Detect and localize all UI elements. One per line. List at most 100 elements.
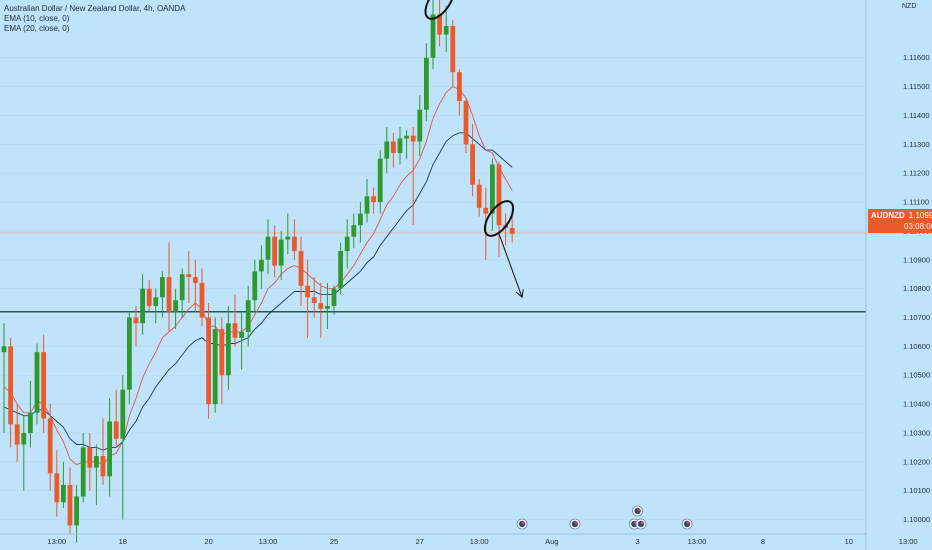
last-price-badge: AUDNZD 1.10993 03:08:06	[868, 209, 932, 233]
economic-event-icon	[632, 505, 643, 517]
candle-body	[457, 72, 462, 102]
candle-up	[377, 150, 383, 214]
economic-event-icon	[569, 518, 581, 530]
y-tick-label: 1.11500	[903, 82, 930, 91]
candle-body	[364, 196, 370, 214]
ema10-line-group	[3, 86, 513, 466]
candle-up	[331, 285, 337, 315]
candle-down	[8, 337, 13, 448]
candle-up	[94, 444, 99, 506]
event-icon-flag	[683, 520, 691, 528]
candle-body	[193, 277, 198, 283]
x-tick-label: 10	[845, 537, 853, 546]
candle-body	[371, 196, 376, 203]
candle-down	[318, 282, 324, 338]
y-tick-label: 1.10600	[903, 342, 930, 351]
badge-countdown: 03:08:06	[904, 222, 932, 231]
ema20-legend[interactable]: EMA (20, close, 0)	[4, 24, 70, 33]
x-tick-label: 13:00	[470, 537, 489, 546]
candle-up	[358, 202, 363, 243]
candle-body	[54, 473, 60, 503]
candle-down	[146, 279, 152, 312]
candle-body	[28, 412, 33, 433]
candle-body	[476, 184, 482, 208]
candle-down	[87, 432, 93, 491]
y-tick-label: 1.10500	[903, 371, 930, 380]
candle-body	[404, 135, 409, 139]
candle-body	[14, 424, 20, 445]
event-markers	[516, 505, 693, 530]
y-tick-label: 1.10800	[903, 284, 930, 293]
candle-body	[100, 456, 106, 477]
candle-body	[173, 300, 178, 312]
y-tick-label: 1.11100	[903, 198, 929, 207]
candle-body	[278, 239, 284, 266]
x-tick-label: Aug	[545, 537, 558, 546]
candle-up	[278, 230, 284, 280]
candle-up	[34, 343, 40, 425]
candle-body	[470, 144, 475, 185]
candle-body	[179, 274, 185, 301]
candle-up	[252, 259, 258, 312]
candle-up	[28, 381, 33, 448]
candle-body	[331, 288, 337, 306]
candle-body	[318, 303, 324, 309]
candle-body	[463, 101, 469, 145]
highlight-ellipse	[424, 0, 455, 20]
candle-body	[311, 297, 317, 304]
ema10-legend[interactable]: EMA (10, close, 0)	[4, 14, 70, 23]
candle-up	[245, 285, 251, 347]
event-icon-dot	[686, 521, 690, 525]
candle-up	[21, 415, 27, 491]
candle-up	[325, 282, 330, 330]
candle-up	[127, 311, 132, 405]
candle-up	[265, 219, 271, 275]
y-tick-label: 1.10400	[903, 400, 930, 409]
candle-body	[1, 346, 7, 353]
candle-up	[1, 323, 7, 433]
event-icon-flag	[634, 507, 641, 515]
candle-body	[344, 236, 350, 252]
candle-up	[397, 127, 403, 165]
candle-body	[133, 317, 139, 324]
price-axis[interactable]: 1.10000 1.10100 1.10200 1.10300 1.10400 1.105…	[865, 0, 930, 550]
event-icon-dot	[521, 521, 525, 525]
x-tick-label: 13:00	[259, 537, 278, 546]
symbol-title[interactable]: Australian Dollar / New Zealand Dollar, …	[4, 4, 186, 13]
candle-body	[153, 297, 159, 306]
candle-up	[259, 245, 264, 289]
candle-body	[358, 213, 363, 226]
candle-down	[298, 236, 304, 306]
candle-body	[450, 25, 456, 73]
x-tick-label: 13:00	[688, 537, 707, 546]
y-tick-label: 1.10200	[903, 457, 930, 466]
y-tick-label: 1.10100	[903, 486, 930, 495]
candle-down	[371, 187, 376, 214]
economic-event-icon	[516, 518, 528, 530]
support-line-group	[0, 232, 866, 313]
candle-up	[120, 375, 126, 520]
badge-symbol: AUDNZD	[871, 211, 905, 220]
candle-body	[384, 141, 390, 159]
candle-body	[74, 496, 79, 526]
candle-body	[61, 484, 66, 503]
candle-up	[443, 5, 449, 52]
candle-down	[47, 404, 53, 491]
candle-up	[490, 158, 495, 231]
event-icon-dot	[574, 521, 578, 525]
candle-up	[351, 213, 357, 249]
time-axis[interactable]: 13:00 18 20 13:00 25 27 13:00 Aug 3 13:00 8 10 13:00	[0, 533, 918, 546]
candle-body	[226, 323, 231, 376]
candle-body	[140, 288, 145, 324]
candle-body	[285, 236, 291, 240]
candle-down	[272, 225, 277, 278]
x-tick-label: 27	[416, 537, 424, 546]
x-tick-label: 13:00	[47, 537, 66, 546]
candle-down	[305, 259, 310, 338]
candle-down	[206, 303, 211, 419]
y-tick-label: 1.10300	[903, 428, 930, 437]
x-tick-label: 18	[119, 537, 127, 546]
chart-legend: Australian Dollar / New Zealand Dollar, …	[4, 4, 185, 34]
